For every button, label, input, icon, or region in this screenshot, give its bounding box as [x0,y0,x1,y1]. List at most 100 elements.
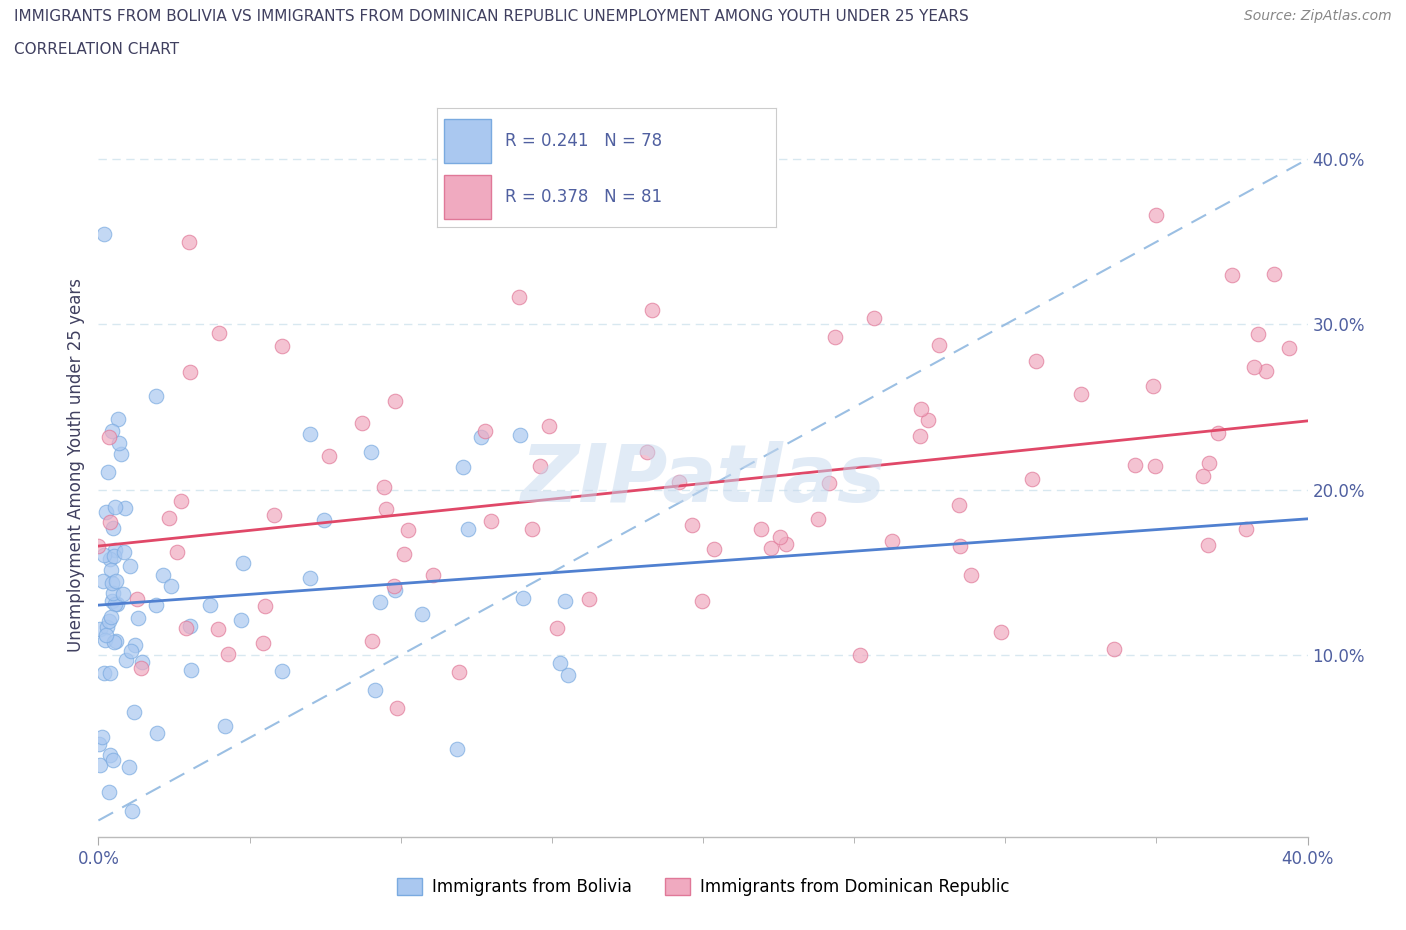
Point [1070,387,1092,402]
Point [361,633,384,648]
Point [97,430,120,445]
Point [114,500,136,515]
Point [131,655,153,670]
Text: Source: ZipAtlas.com: Source: ZipAtlas.com [1244,9,1392,23]
Point [103,634,125,649]
Point [96,628,118,643]
Point [368,594,391,609]
Point [318,449,340,464]
Point [176,620,198,635]
Point [93,226,115,241]
Point [127,610,149,625]
Point [350,416,373,431]
Point [949,539,972,554]
Point [928,338,950,352]
Point [94,632,117,647]
Point [373,480,395,495]
Point [1102,642,1125,657]
Point [254,599,277,614]
Point [508,289,530,304]
Point [396,523,419,538]
Point [538,418,561,433]
Point [120,644,142,658]
Point [229,612,252,627]
Point [761,540,783,555]
Text: CORRELATION CHART: CORRELATION CHART [14,42,179,57]
Point [103,752,125,767]
Point [96,464,118,479]
Point [108,436,131,451]
Point [1243,359,1265,374]
Point [105,633,128,648]
Point [107,412,129,427]
Point [1197,538,1219,552]
Point [1256,364,1278,379]
Point [100,563,122,578]
Point [91,573,114,588]
Point [470,430,492,445]
Point [118,760,141,775]
Point [207,621,229,636]
Point [849,647,872,662]
Point [446,742,468,757]
Point [457,522,479,537]
Point [529,458,551,473]
Point [101,586,124,601]
Point [94,505,117,520]
Point [105,574,128,589]
Point [96,619,118,634]
Point [160,578,183,593]
Point [578,592,600,607]
Point [208,326,231,340]
Point [374,501,396,516]
Point [479,514,502,529]
Point [411,606,433,621]
Point [101,521,124,536]
Point [681,518,703,533]
Point [824,330,846,345]
Point [214,718,236,733]
Point [97,614,120,629]
Point [818,476,841,491]
Point [1191,469,1213,484]
Point [807,512,830,526]
Point [1206,426,1229,441]
Text: IMMIGRANTS FROM BOLIVIA VS IMMIGRANTS FROM DOMINICAN REPUBLIC UNEMPLOYMENT AMONG: IMMIGRANTS FROM BOLIVIA VS IMMIGRANTS FR… [14,9,969,24]
Point [1021,472,1043,486]
Point [769,529,792,544]
Point [863,311,886,325]
Point [100,423,122,438]
Point [98,785,121,800]
Point [104,499,127,514]
Point [179,618,201,633]
Point [93,547,115,562]
Point [1025,353,1047,368]
Point [105,596,128,611]
Legend: Immigrants from Bolivia, Immigrants from Dominican Republic: Immigrants from Bolivia, Immigrants from… [389,871,1017,903]
Point [948,498,970,512]
Point [87,538,110,553]
Point [449,665,471,680]
Point [104,597,127,612]
Point [1234,521,1257,536]
Point [299,426,322,441]
Point [690,594,713,609]
Point [364,683,387,698]
Point [89,622,111,637]
Point [87,737,110,751]
Point [90,730,112,745]
Point [145,389,167,404]
Point [271,339,294,353]
Point [385,701,408,716]
Point [129,660,152,675]
Point [115,653,138,668]
Point [546,620,568,635]
Point [100,609,122,624]
Point [122,705,145,720]
Point [98,551,121,566]
Point [314,512,336,527]
Point [882,534,904,549]
Point [1123,458,1146,472]
Point [232,556,254,571]
Point [451,459,474,474]
